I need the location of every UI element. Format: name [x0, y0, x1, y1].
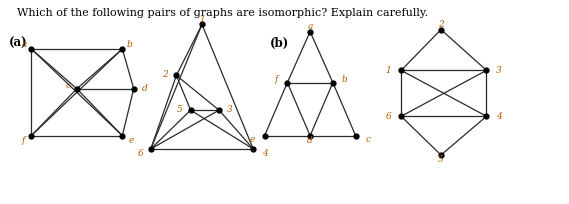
Text: 3: 3	[496, 66, 502, 75]
Text: 6: 6	[386, 112, 391, 121]
Text: b: b	[341, 75, 347, 84]
Text: f: f	[274, 75, 278, 84]
Text: c: c	[366, 135, 370, 144]
Text: b: b	[127, 40, 133, 49]
Text: 1: 1	[199, 15, 205, 24]
Text: 5: 5	[176, 105, 182, 114]
Text: (a): (a)	[9, 37, 27, 50]
Text: 3: 3	[226, 105, 232, 114]
Text: d: d	[307, 136, 313, 145]
Text: a: a	[307, 22, 313, 31]
Text: 6: 6	[138, 149, 143, 157]
Text: e: e	[249, 135, 255, 144]
Text: d: d	[142, 84, 148, 93]
Text: 5: 5	[438, 155, 444, 164]
Text: (b): (b)	[270, 37, 290, 50]
Text: 4: 4	[496, 112, 502, 121]
Text: 2: 2	[162, 70, 168, 79]
Text: 1: 1	[386, 66, 391, 75]
Text: 4: 4	[262, 149, 267, 157]
Text: c: c	[65, 81, 70, 90]
Text: a: a	[21, 40, 27, 49]
Text: 2: 2	[438, 20, 444, 29]
Text: f: f	[21, 136, 24, 145]
Text: e: e	[128, 136, 134, 145]
Text: Which of the following pairs of graphs are isomorphic? Explain carefully.: Which of the following pairs of graphs a…	[17, 8, 428, 18]
